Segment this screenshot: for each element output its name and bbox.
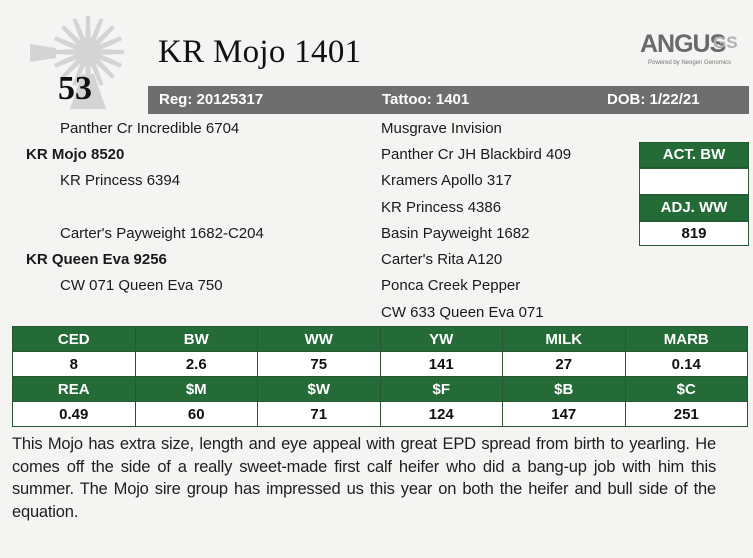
epd-table: CED BW WW YW MILK MARB 8 2.6 75 141 27 0…: [12, 326, 748, 427]
epd-value-row: 8 2.6 75 141 27 0.14: [12, 351, 748, 377]
pedigree-dam-sire: Carter's Payweight 1682-C204: [60, 225, 264, 242]
epd-header-cell: MILK: [502, 326, 626, 352]
epd-header-cell: BW: [134, 326, 258, 352]
pedigree-sire: KR Mojo 8520: [26, 146, 125, 163]
epd-value-cell: 0.49: [12, 401, 136, 427]
pedigree-ggp: Kramers Apollo 317: [381, 172, 512, 189]
epd-value-row: 0.49 60 71 124 147 251: [12, 401, 748, 427]
pedigree-ggp: Musgrave Invision: [381, 120, 502, 137]
lot-description: This Mojo has extra size, length and eye…: [12, 435, 716, 521]
pedigree-ggp: Panther Cr JH Blackbird 409: [381, 146, 572, 163]
epd-value-cell: 124: [379, 401, 503, 427]
epd-header-cell: $F: [379, 376, 503, 402]
epd-header-cell: MARB: [624, 326, 748, 352]
epd-value-cell: 27: [502, 351, 626, 377]
epd-header-cell: $B: [502, 376, 626, 402]
epd-value-cell: 75: [257, 351, 381, 377]
epd-value-cell: 2.6: [134, 351, 258, 377]
pedigree-dam: KR Queen Eva 9256: [26, 251, 167, 268]
angus-gs-logo: ANGUS GS Powered by Neogen Genomics: [640, 30, 742, 76]
epd-header-cell: $M: [134, 376, 258, 402]
animal-name-title: KR Mojo 1401: [158, 34, 362, 70]
info-bar: Reg: 20125317 Tattoo: 1401 DOB: 1/22/21: [148, 86, 749, 114]
epd-header-cell: CED: [12, 326, 136, 352]
epd-value-cell: 251: [624, 401, 748, 427]
actual-birth-weight-label: ACT. BW: [639, 142, 749, 168]
epd-header-cell: YW: [379, 326, 503, 352]
pedigree-ggp: Carter's Rita A120: [381, 251, 503, 268]
epd-value-cell: 0.14: [624, 351, 748, 377]
pedigree-sire-dam: KR Princess 6394: [60, 172, 181, 189]
pedigree-ggp: Basin Payweight 1682: [381, 225, 530, 242]
pedigree-dam-dam: CW 071 Queen Eva 750: [60, 277, 223, 294]
epd-value-cell: 71: [257, 401, 381, 427]
logo-main-text: ANGUS: [640, 30, 726, 58]
epd-value-cell: 147: [502, 401, 626, 427]
epd-header-row: REA $M $W $F $B $C: [12, 376, 748, 402]
epd-header-cell: REA: [12, 376, 136, 402]
epd-header-row: CED BW WW YW MILK MARB: [12, 326, 748, 352]
epd-header-cell: $C: [624, 376, 748, 402]
adjusted-weaning-weight-label: ADJ. WW: [639, 195, 749, 221]
pedigree-ggp: KR Princess 4386: [381, 199, 502, 216]
epd-value-cell: 8: [12, 351, 136, 377]
logo-suffix-text: GS: [713, 33, 738, 52]
logo-tagline: Powered by Neogen Genomics: [648, 60, 732, 66]
epd-header-cell: WW: [257, 326, 381, 352]
epd-value-cell: 141: [379, 351, 503, 377]
tattoo-number: Tattoo: 1401: [382, 91, 470, 108]
registration-number: Reg: 20125317: [159, 91, 264, 108]
actual-birth-weight-value: [639, 168, 749, 195]
pedigree-ggp: CW 633 Queen Eva 071: [381, 304, 544, 321]
lot-number: 53: [58, 70, 92, 107]
epd-header-cell: $W: [257, 376, 381, 402]
windmill-logo-icon: [30, 16, 124, 109]
pedigree-ggp: Ponca Creek Pepper: [381, 277, 521, 294]
adjusted-weaning-weight-value: 819: [639, 221, 749, 246]
date-of-birth: DOB: 1/22/21: [607, 91, 700, 108]
epd-value-cell: 60: [134, 401, 258, 427]
pedigree-sire-sire: Panther Cr Incredible 6704: [60, 120, 240, 137]
